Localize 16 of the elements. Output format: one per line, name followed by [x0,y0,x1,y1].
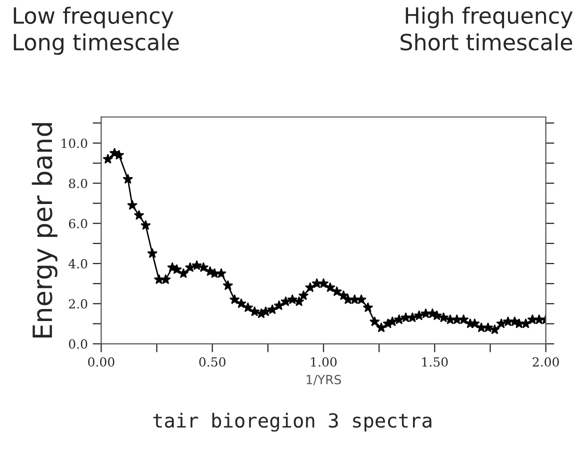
y-axis-title: Energy per band [32,123,58,338]
text: High frequency Short timescale [400,6,573,51]
x-tick-label: 2.00 [532,357,559,367]
y-tick-label: 2.0 [68,299,88,309]
text: tair bioregion 3 spectra [153,412,432,432]
y-tick-label: 10.0 [62,138,88,148]
y-tick-label: 6.0 [68,218,88,228]
y-tick-label: 8.0 [68,178,88,188]
x-tick-label: 0.50 [199,357,226,367]
y-tick-label: 4.0 [68,258,88,268]
y-tick-label: 0.0 [68,339,88,349]
text: Low frequency Long timescale [14,6,179,55]
x-tick-label: 1.50 [422,357,448,367]
x-tick-label: 1.00 [311,357,337,367]
x-axis-title: 1/YRS [306,374,342,386]
x-tick-label: 0.00 [88,357,114,367]
